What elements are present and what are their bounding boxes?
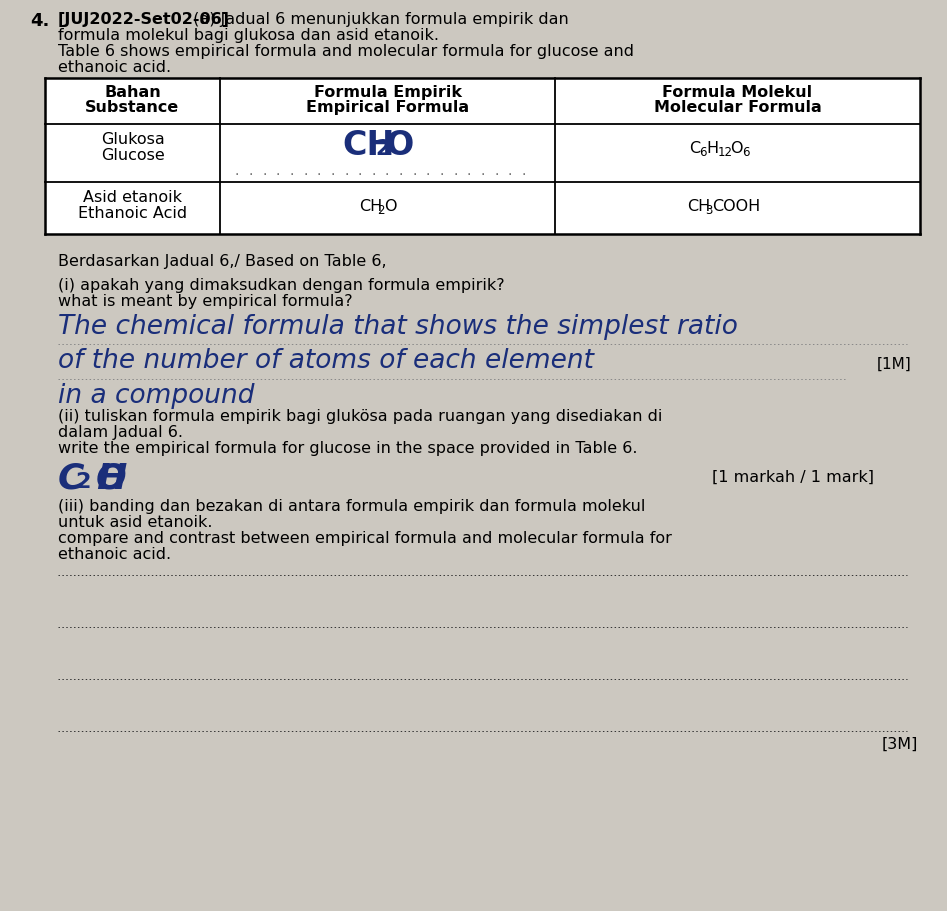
Text: .: . <box>249 164 253 178</box>
Text: Substance: Substance <box>85 100 180 115</box>
Text: Table 6 shows empirical formula and molecular formula for glucose and: Table 6 shows empirical formula and mole… <box>58 44 634 59</box>
Text: .: . <box>371 164 376 178</box>
Text: 4.: 4. <box>30 12 49 30</box>
Text: .: . <box>522 164 526 178</box>
Text: .: . <box>494 164 498 178</box>
Text: .: . <box>412 164 417 178</box>
Text: .: . <box>303 164 308 178</box>
Text: (a) Jadual 6 menunjukkan formula empirik dan: (a) Jadual 6 menunjukkan formula empirik… <box>188 12 568 27</box>
Text: .: . <box>426 164 430 178</box>
Text: 6: 6 <box>700 146 707 159</box>
Text: Empirical Formula: Empirical Formula <box>306 100 469 115</box>
Text: 2: 2 <box>376 139 390 159</box>
Text: of the number of atoms of each element: of the number of atoms of each element <box>58 348 594 374</box>
Text: .: . <box>467 164 472 178</box>
Text: O: O <box>96 461 127 496</box>
Text: formula molekul bagi glukosa dan asid etanoik.: formula molekul bagi glukosa dan asid et… <box>58 28 439 43</box>
Text: ethanoic acid.: ethanoic acid. <box>58 60 171 75</box>
Text: .: . <box>358 164 362 178</box>
Text: O: O <box>384 199 397 214</box>
Text: .: . <box>454 164 457 178</box>
Text: Ethanoic Acid: Ethanoic Acid <box>78 206 188 221</box>
Text: [3M]: [3M] <box>882 736 919 752</box>
Text: write the empirical formula for glucose in the space provided in Table 6.: write the empirical formula for glucose … <box>58 442 637 456</box>
Text: C H: C H <box>58 461 128 496</box>
Text: 2: 2 <box>378 204 385 217</box>
Text: (ii) tuliskan formula empirik bagi glukösa pada ruangan yang disediakan di: (ii) tuliskan formula empirik bagi glukö… <box>58 409 662 425</box>
Text: Molecular Formula: Molecular Formula <box>653 100 821 115</box>
Text: .: . <box>480 164 485 178</box>
Text: The chemical formula that shows the simplest ratio: The chemical formula that shows the simp… <box>58 314 738 340</box>
Bar <box>45 78 920 234</box>
Text: CH: CH <box>343 129 395 162</box>
Text: .: . <box>344 164 348 178</box>
Text: compare and contrast between empirical formula and molecular formula for: compare and contrast between empirical f… <box>58 531 671 547</box>
Text: Asid etanoik: Asid etanoik <box>83 190 182 205</box>
Text: C: C <box>689 141 701 156</box>
Text: [1M]: [1M] <box>877 356 912 372</box>
Text: 6: 6 <box>742 146 750 159</box>
Text: O: O <box>385 129 414 162</box>
Text: Glukosa: Glukosa <box>100 132 165 147</box>
Text: .: . <box>262 164 267 178</box>
Text: .: . <box>331 164 335 178</box>
Text: .: . <box>399 164 403 178</box>
Text: 3: 3 <box>706 204 713 217</box>
Text: (iii) banding dan bezakan di antara formula empirik dan formula molekul: (iii) banding dan bezakan di antara form… <box>58 499 645 515</box>
Text: .: . <box>508 164 512 178</box>
Text: [1 markah / 1 mark]: [1 markah / 1 mark] <box>712 469 874 485</box>
Text: ethanoic acid.: ethanoic acid. <box>58 548 171 562</box>
Text: Glucose: Glucose <box>100 148 165 163</box>
Text: .: . <box>290 164 294 178</box>
Text: in a compound: in a compound <box>58 383 255 409</box>
Text: (i) apakah yang dimaksudkan dengan formula empirik?: (i) apakah yang dimaksudkan dengan formu… <box>58 278 505 293</box>
Text: COOH: COOH <box>712 199 760 214</box>
Text: .: . <box>276 164 280 178</box>
Text: Berdasarkan Jadual 6,/ Based on Table 6,: Berdasarkan Jadual 6,/ Based on Table 6, <box>58 254 386 269</box>
Text: what is meant by empirical formula?: what is meant by empirical formula? <box>58 294 352 309</box>
Text: H: H <box>706 141 719 156</box>
Text: O: O <box>730 141 743 156</box>
Text: 2: 2 <box>75 473 90 493</box>
Text: 12: 12 <box>718 146 732 159</box>
Text: .: . <box>235 164 240 178</box>
Text: .: . <box>439 164 444 178</box>
Text: CH: CH <box>688 199 711 214</box>
Text: [JUJ2022-Set02-06]: [JUJ2022-Set02-06] <box>58 12 230 27</box>
Text: Bahan: Bahan <box>104 85 161 100</box>
Text: untuk asid etanoik.: untuk asid etanoik. <box>58 516 212 530</box>
Text: dalam Jadual 6.: dalam Jadual 6. <box>58 425 183 440</box>
Text: .: . <box>385 164 389 178</box>
Text: CH: CH <box>360 199 383 214</box>
Text: .: . <box>317 164 321 178</box>
Text: Formula Molekul: Formula Molekul <box>663 85 813 100</box>
Text: Formula Empirik: Formula Empirik <box>313 85 461 100</box>
